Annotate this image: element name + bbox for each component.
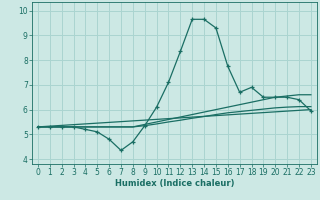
- X-axis label: Humidex (Indice chaleur): Humidex (Indice chaleur): [115, 179, 234, 188]
